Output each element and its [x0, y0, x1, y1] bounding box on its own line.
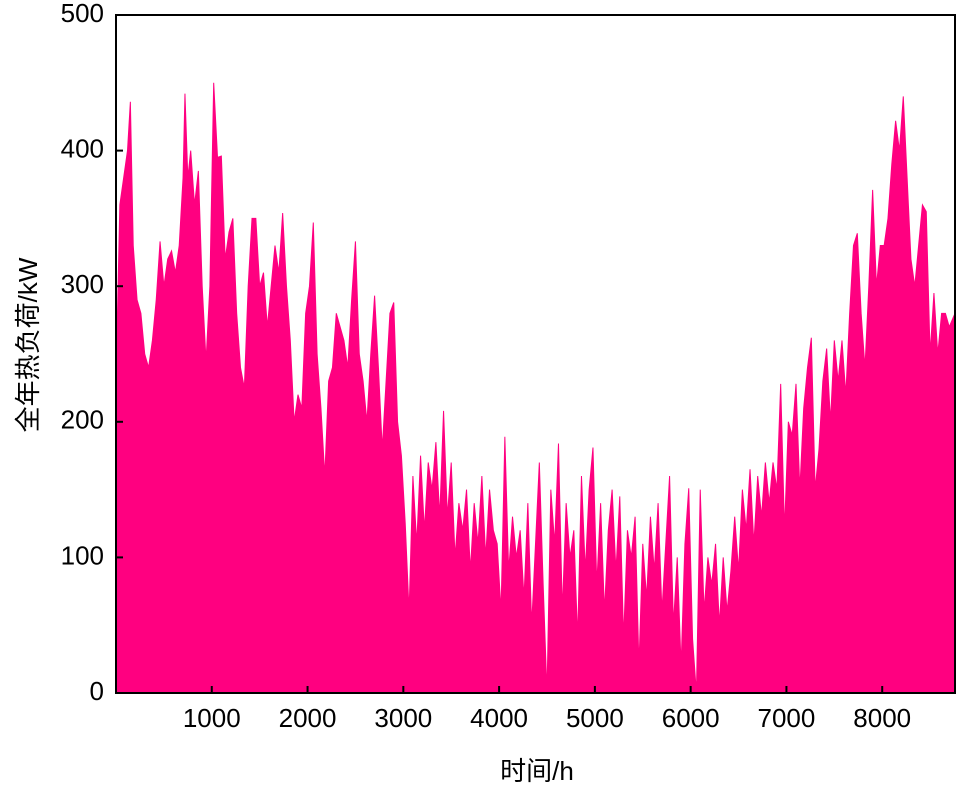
x-tick-label: 1000	[183, 703, 241, 733]
x-axis-label: 时间/h	[500, 756, 574, 786]
y-tick-label: 200	[61, 405, 104, 435]
y-tick-label: 400	[61, 133, 104, 163]
x-tick-label: 8000	[853, 703, 911, 733]
y-tick-label: 500	[61, 0, 104, 28]
x-tick-label: 2000	[279, 703, 337, 733]
plot-frame	[115, 14, 956, 694]
x-tick-label: 4000	[470, 703, 528, 733]
y-tick-label: 300	[61, 269, 104, 299]
y-tick-label: 100	[61, 540, 104, 570]
y-tick-label: 0	[90, 676, 104, 706]
y-axis-label: 全年热负荷/kW	[13, 257, 43, 432]
x-tick-label: 5000	[566, 703, 624, 733]
x-tick-label: 3000	[374, 703, 432, 733]
x-tick-label: 6000	[662, 703, 720, 733]
x-tick-label: 7000	[758, 703, 816, 733]
area	[115, 82, 956, 694]
